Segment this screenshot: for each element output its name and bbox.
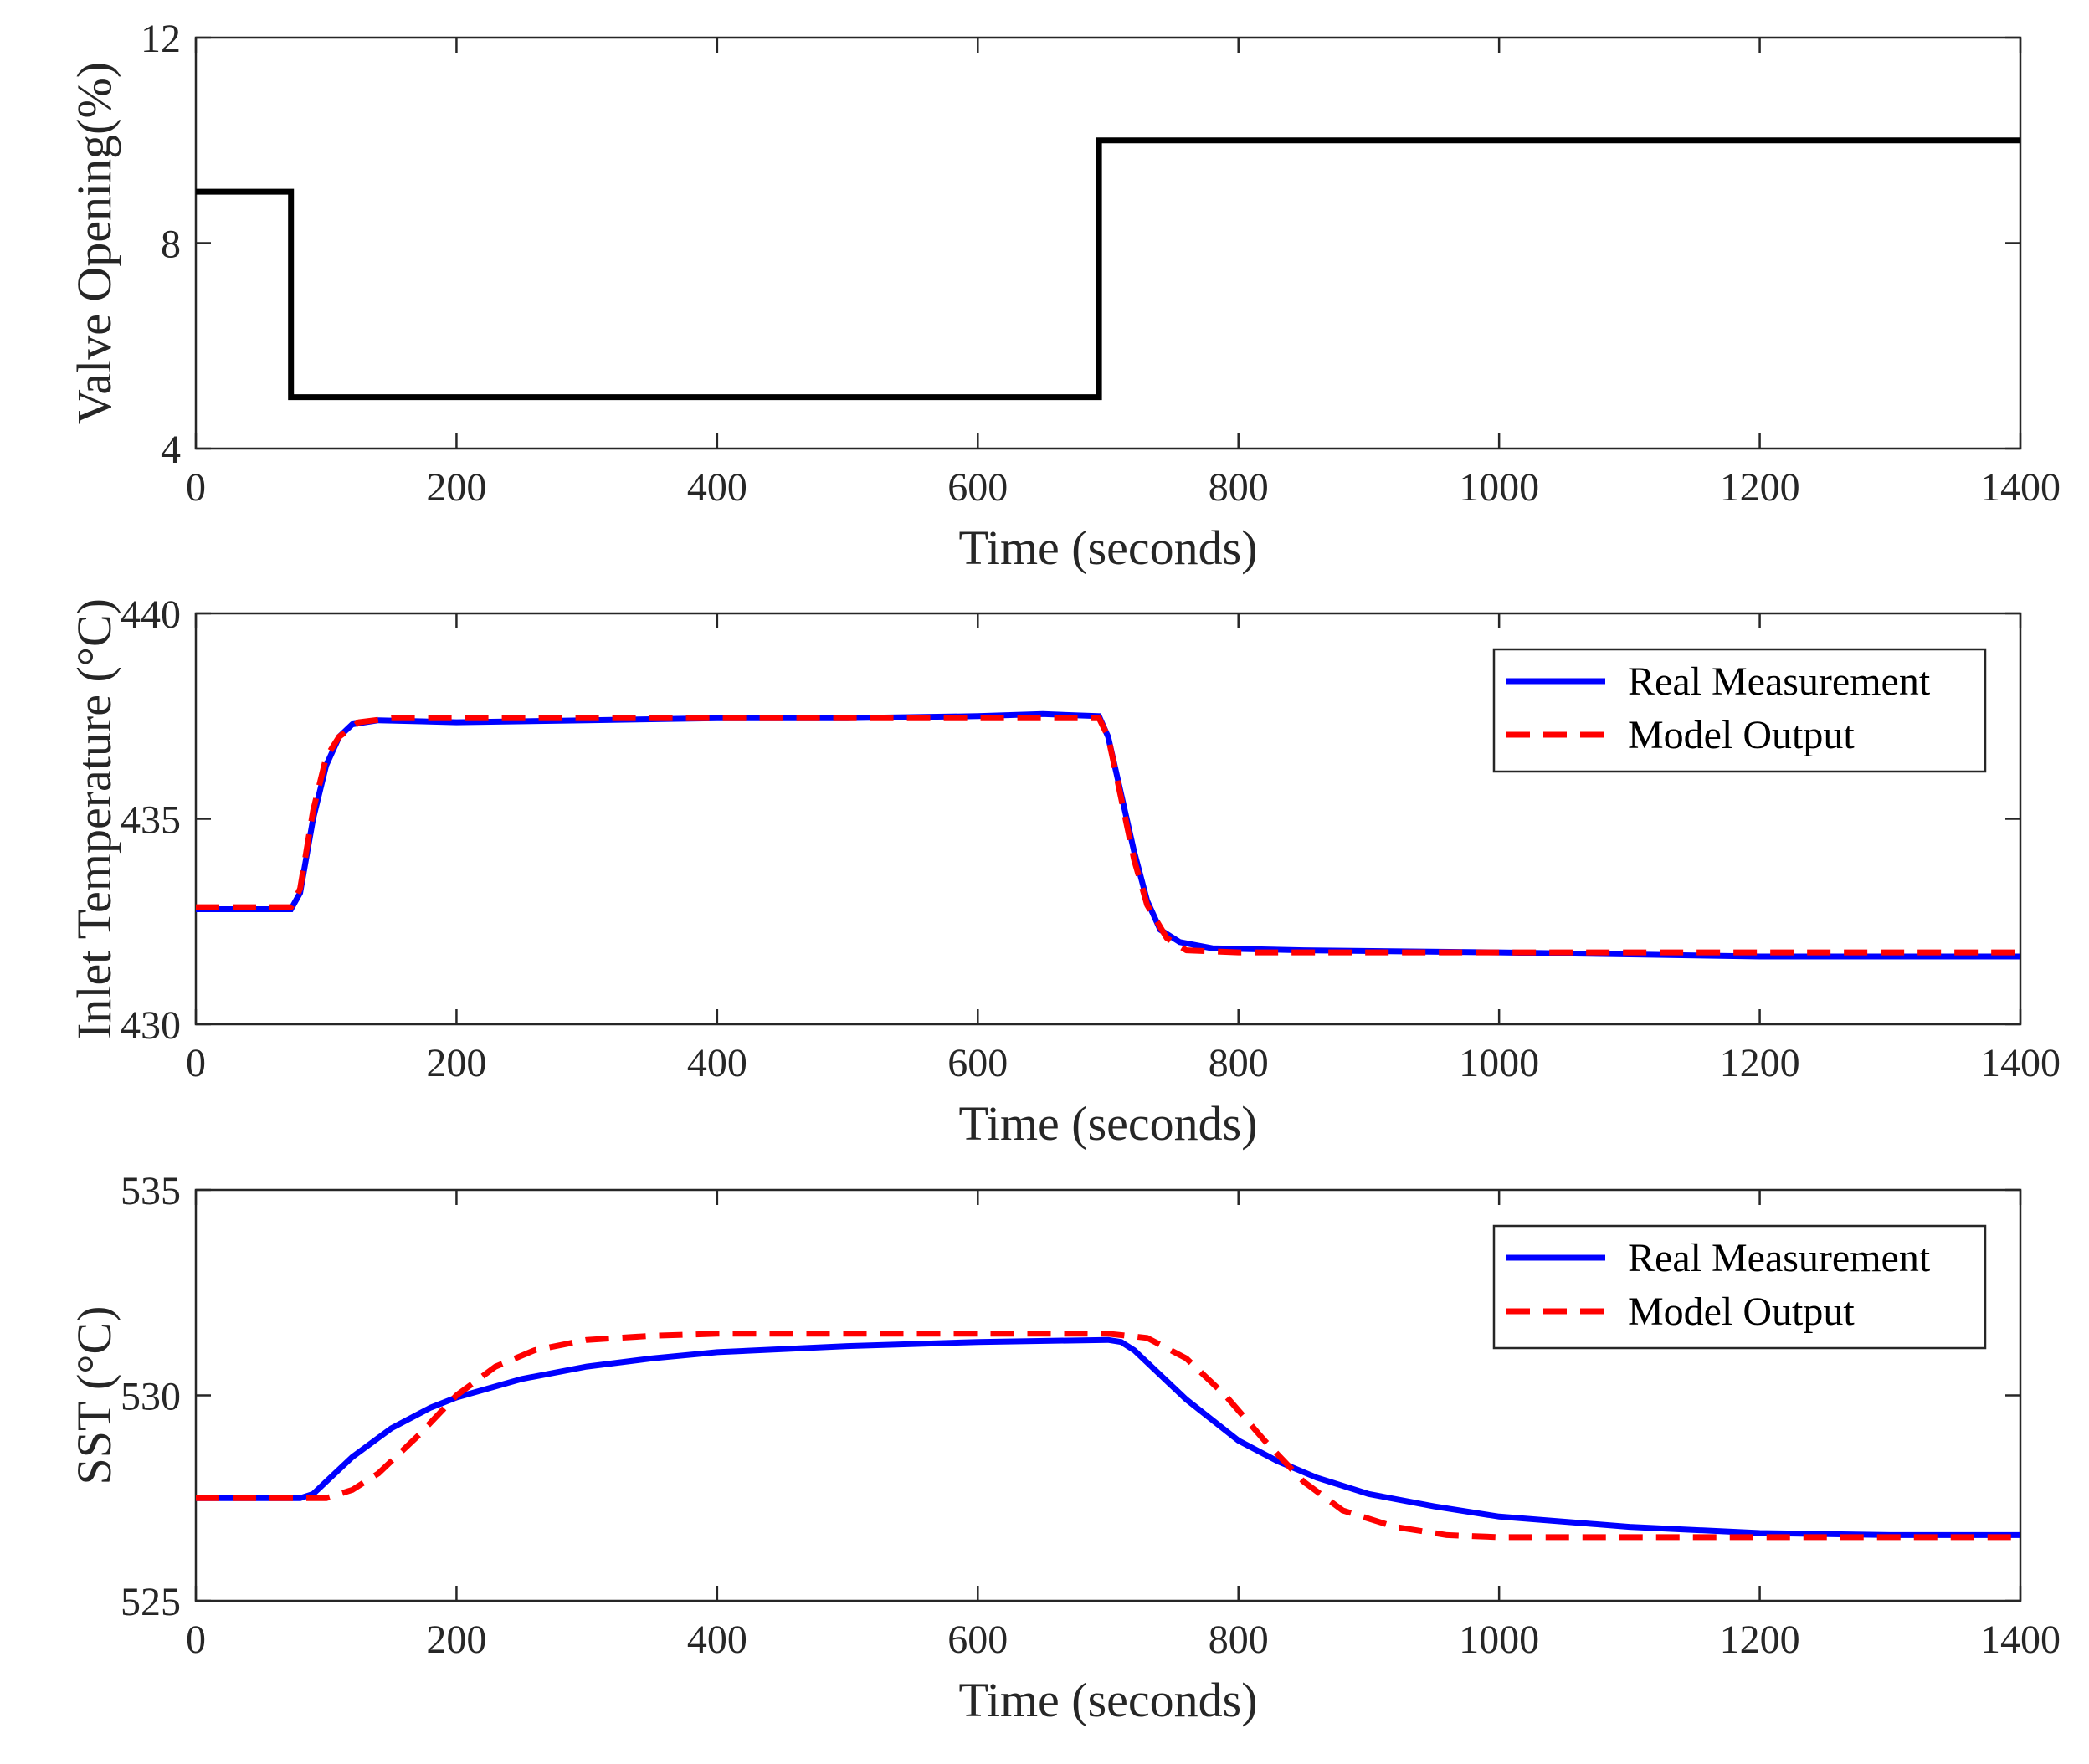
legend-box xyxy=(1492,648,1987,773)
x-tick-label: 600 xyxy=(947,465,1008,510)
inlet-series-group xyxy=(196,710,2020,960)
y-tick-label: 430 xyxy=(121,1003,181,1048)
x-tick-label: 400 xyxy=(687,1041,747,1085)
x-tick-label: 1400 xyxy=(1980,465,2061,510)
valve-y-axis-title: Valve Opening(%) xyxy=(67,62,121,424)
sst-series-model-output xyxy=(196,1331,2020,1541)
valve-axes-box xyxy=(194,36,2022,450)
legend-label: Model Output xyxy=(1628,713,1855,757)
x-tick-label: 1000 xyxy=(1459,1041,1539,1085)
y-tick-label: 535 xyxy=(121,1169,181,1213)
x-tick-label: 1000 xyxy=(1459,1618,1539,1662)
x-tick-label: 0 xyxy=(186,1041,206,1085)
x-tick-label: 800 xyxy=(1209,465,1269,510)
inlet-temperature-plot: 0 200 400 600 800 1000 1200 1400 430 435 440 Time (… xyxy=(67,592,2061,1151)
y-tick-label: 440 xyxy=(121,592,181,637)
y-tick-label: 4 xyxy=(161,428,181,472)
inlet-legend: Real Measurement Model Output xyxy=(1492,648,1987,773)
x-tick-label: 1200 xyxy=(1720,1618,1800,1662)
y-tick-label: 435 xyxy=(121,798,181,843)
legend-box xyxy=(1492,1224,1987,1350)
x-tick-label: 600 xyxy=(947,1618,1008,1662)
y-tick-label: 12 xyxy=(141,17,181,61)
sst-series-group xyxy=(196,1331,2020,1541)
x-tick-label: 800 xyxy=(1209,1618,1269,1662)
x-tick-label: 1400 xyxy=(1980,1041,2061,1085)
legend-label: Model Output xyxy=(1628,1290,1855,1334)
y-tick-label: 525 xyxy=(121,1580,181,1624)
inlet-x-axis-title: Time (seconds) xyxy=(958,1096,1257,1151)
x-tick-label: 1200 xyxy=(1720,1041,1800,1085)
inlet-y-axis-title: Inlet Temperature (°C) xyxy=(67,598,121,1039)
legend-label: Real Measurement xyxy=(1628,1236,1931,1280)
sst-plot: 0 200 400 600 800 1000 1200 1400 525 530 535 Time (… xyxy=(67,1169,2061,1727)
inlet-series-model-output xyxy=(196,715,2020,956)
x-tick-label: 600 xyxy=(947,1041,1008,1085)
x-tick-label: 0 xyxy=(186,1618,206,1662)
x-tick-label: 0 xyxy=(186,465,206,510)
x-tick-label: 200 xyxy=(426,1041,486,1085)
x-tick-label: 400 xyxy=(687,465,747,510)
sst-y-axis-title: SST (°C) xyxy=(67,1306,121,1485)
x-tick-label: 1400 xyxy=(1980,1618,2061,1662)
x-tick-label: 400 xyxy=(687,1618,747,1662)
x-tick-label: 800 xyxy=(1209,1041,1269,1085)
y-tick-label: 8 xyxy=(161,223,181,267)
sst-x-axis-title: Time (seconds) xyxy=(958,1673,1257,1727)
x-tick-label: 200 xyxy=(426,1618,486,1662)
legend-label: Real Measurement xyxy=(1628,659,1931,704)
valve-series-group xyxy=(196,137,2020,401)
x-tick-label: 200 xyxy=(426,465,486,510)
valve-series-valve-opening xyxy=(196,137,2020,401)
y-tick-label: 530 xyxy=(121,1375,181,1419)
x-tick-label: 1200 xyxy=(1720,465,1800,510)
sst-legend: Real Measurement Model Output xyxy=(1492,1224,1987,1350)
valve-x-axis-title: Time (seconds) xyxy=(958,520,1257,575)
valve-opening-plot: 0 200 400 600 800 1000 1200 1400 4 8 12 Time (secon… xyxy=(67,17,2061,575)
sst-series-real-measurement xyxy=(196,1336,2020,1538)
x-tick-label: 1000 xyxy=(1459,465,1539,510)
